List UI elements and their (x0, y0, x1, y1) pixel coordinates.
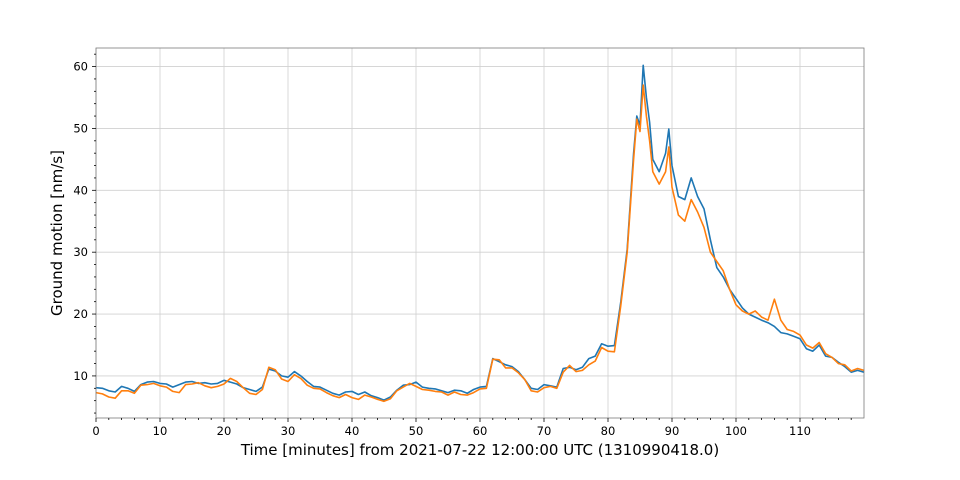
y-tick-label: 30 (73, 245, 88, 259)
x-tick-label: 60 (473, 424, 488, 438)
x-tick-label: 0 (92, 424, 99, 438)
y-tick-label: 50 (73, 121, 88, 135)
x-tick-label: 20 (217, 424, 232, 438)
series-line-2 (95, 84, 865, 403)
x-axis-ticks: 0 10 20 30 40 50 60 70 80 90 100 110 (92, 418, 852, 438)
x-tick-label: 70 (537, 424, 552, 438)
x-tick-label: 110 (789, 424, 811, 438)
x-tick-label: 80 (601, 424, 616, 438)
x-tick-label: 50 (409, 424, 424, 438)
x-tick-label: 30 (281, 424, 296, 438)
series-layer (95, 64, 865, 403)
x-tick-label: 40 (345, 424, 360, 438)
y-tick-label: 20 (73, 307, 88, 321)
x-tick-label: 90 (665, 424, 680, 438)
x-axis-label: Time [minutes] from 2021-07-22 12:00:00 … (240, 441, 719, 459)
x-tick-label: 10 (153, 424, 168, 438)
y-tick-label: 40 (73, 183, 88, 197)
grid (95, 48, 864, 418)
x-tick-label: 100 (725, 424, 747, 438)
y-axis-ticks: 10 20 30 40 50 60 (73, 53, 96, 414)
y-axis-label: Ground motion [nm/s] (48, 150, 66, 316)
y-tick-label: 10 (73, 369, 88, 383)
y-tick-label: 60 (73, 60, 88, 74)
